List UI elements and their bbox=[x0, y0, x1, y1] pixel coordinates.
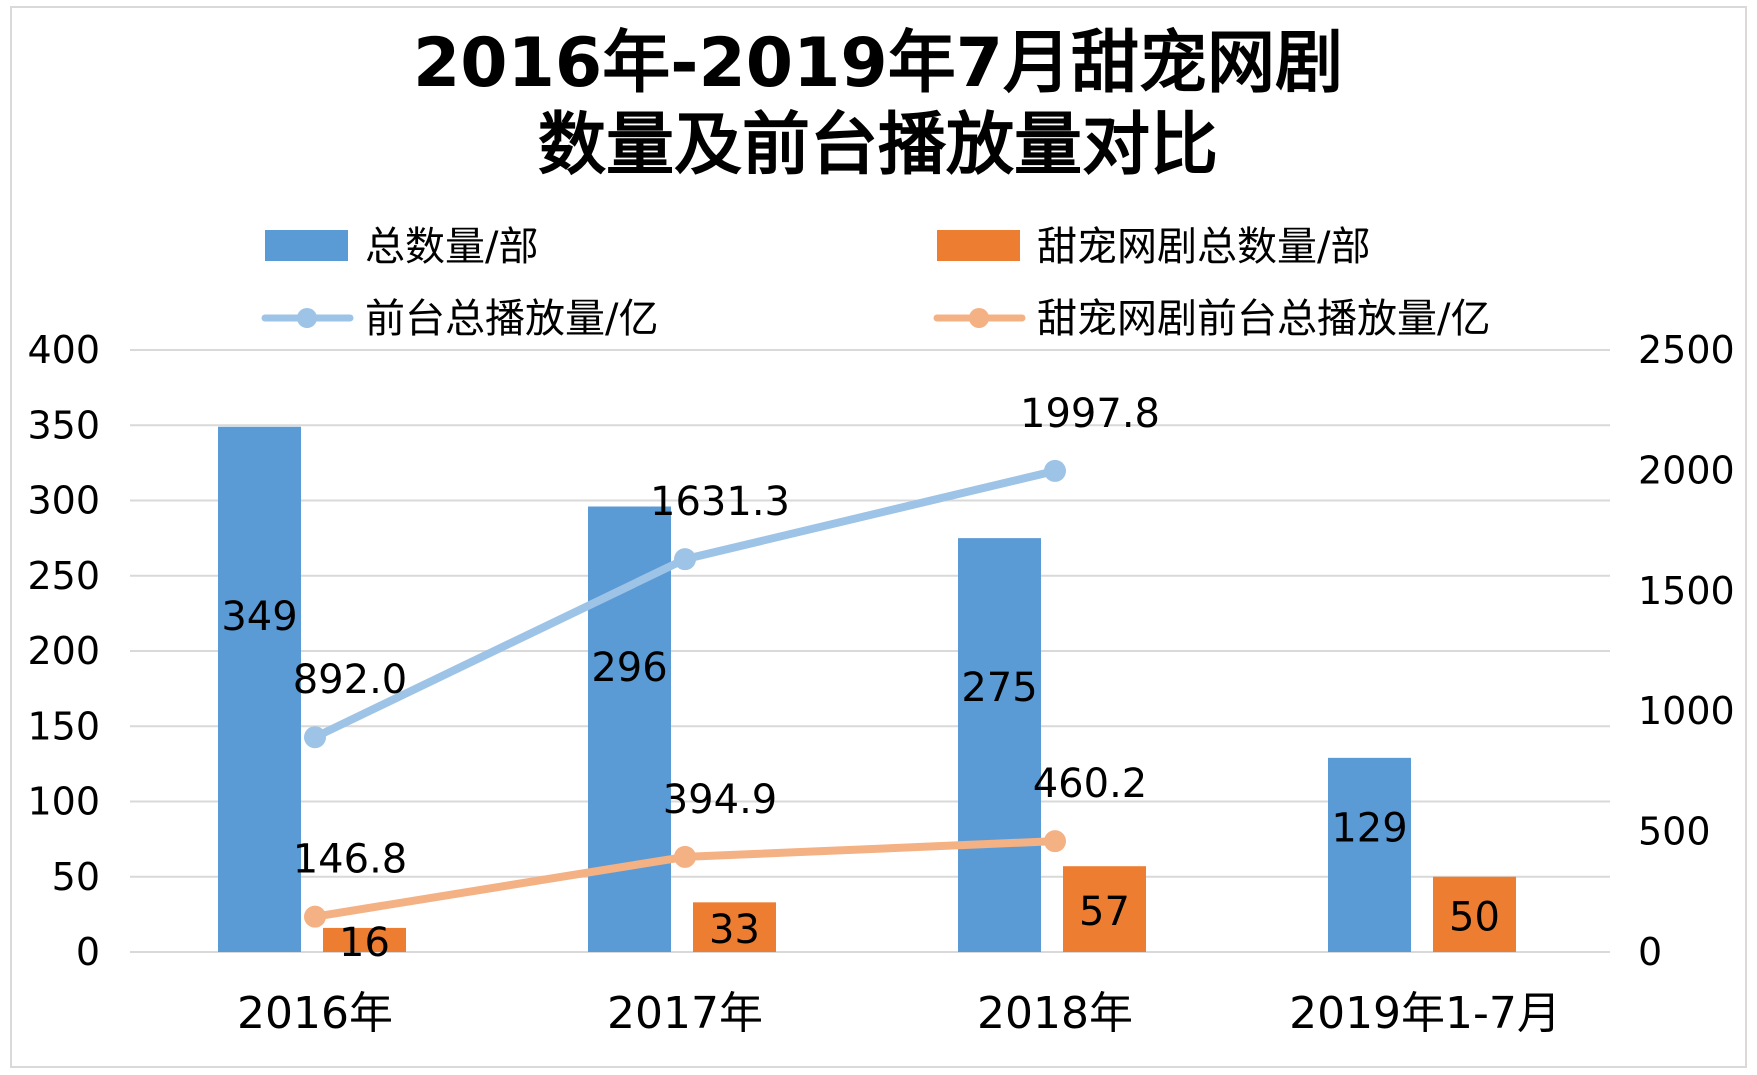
point-sweet-plays bbox=[1044, 830, 1066, 853]
right-tick-label: 500 bbox=[1638, 810, 1711, 854]
right-tick-label: 1000 bbox=[1638, 689, 1735, 733]
chart-title: 2016年-2019年7月甜宠网剧 bbox=[413, 24, 1343, 103]
data-label-total-plays: 1631.3 bbox=[650, 479, 790, 525]
right-tick-label: 0 bbox=[1638, 930, 1662, 974]
gridlines bbox=[130, 349, 1610, 953]
bar-total-count bbox=[958, 538, 1041, 952]
data-label-total-plays: 892.0 bbox=[293, 657, 408, 703]
bar-sweet-count bbox=[693, 902, 776, 952]
legend-label-total-plays: 前台总播放量/亿 bbox=[365, 296, 658, 342]
left-tick-label: 250 bbox=[27, 554, 100, 598]
bar-sweet-count bbox=[1063, 866, 1146, 952]
data-label-sweet-count: 33 bbox=[709, 907, 760, 953]
bar-total-count bbox=[218, 426, 301, 952]
category-axis: 2016年 2017年 2018年 2019年1-7月 bbox=[237, 988, 1561, 1039]
legend-label-total-count: 总数量/部 bbox=[365, 224, 538, 270]
left-axis-ticks: 0 50 100 150 200 250 300 350 400 bbox=[27, 328, 100, 974]
data-label-total-plays: 1997.8 bbox=[1020, 391, 1160, 437]
data-label-sweet-plays: 146.8 bbox=[293, 837, 408, 883]
right-tick-label: 2500 bbox=[1638, 328, 1735, 372]
data-label-sweet-count: 16 bbox=[339, 920, 390, 966]
lines bbox=[304, 459, 1066, 928]
point-total-plays bbox=[1044, 459, 1066, 482]
left-tick-label: 300 bbox=[27, 479, 100, 523]
category-label: 2018年 bbox=[977, 988, 1133, 1039]
left-tick-label: 400 bbox=[27, 328, 100, 372]
point-sweet-plays bbox=[304, 905, 326, 928]
data-label-sweet-count: 50 bbox=[1449, 894, 1500, 940]
point-sweet-plays bbox=[674, 845, 696, 868]
left-tick-label: 150 bbox=[27, 704, 100, 748]
data-label-total-count: 275 bbox=[961, 665, 1037, 711]
category-label: 2019年1-7月 bbox=[1289, 988, 1561, 1039]
data-label-total-count: 129 bbox=[1331, 806, 1407, 852]
chart-subtitle: 数量及前台播放量对比 bbox=[538, 106, 1218, 185]
legend-label-sweet-count: 甜宠网剧总数量/部 bbox=[1037, 224, 1370, 270]
data-label-sweet-plays: 460.2 bbox=[1033, 761, 1148, 807]
right-axis-ticks: 0 500 1000 1500 2000 2500 bbox=[1638, 328, 1735, 974]
bar-total-count bbox=[1328, 757, 1411, 952]
left-tick-label: 50 bbox=[52, 855, 100, 899]
right-tick-label: 2000 bbox=[1638, 448, 1735, 492]
point-total-plays bbox=[304, 726, 326, 749]
category-label: 2017年 bbox=[607, 988, 763, 1039]
legend-swatch-total-count bbox=[265, 230, 348, 261]
data-label-total-count: 296 bbox=[591, 645, 667, 691]
right-tick-label: 1500 bbox=[1638, 569, 1735, 613]
left-tick-label: 350 bbox=[27, 403, 100, 447]
data-label-sweet-count: 57 bbox=[1079, 889, 1130, 935]
bar-total-count bbox=[588, 506, 671, 952]
data-labels: 349 296 275 129 16 33 57 50 892.0 1631.3 1997.8 146… bbox=[221, 391, 1500, 966]
legend-swatch-sweet-count bbox=[937, 230, 1020, 261]
legend-label-sweet-plays: 甜宠网剧前台总播放量/亿 bbox=[1037, 296, 1490, 342]
data-label-sweet-plays: 394.9 bbox=[663, 777, 778, 823]
data-label-total-count: 349 bbox=[221, 594, 297, 640]
point-total-plays bbox=[674, 548, 696, 571]
chart-titles: 2016年-2019年7月甜宠网剧 数量及前台播放量对比 bbox=[413, 24, 1343, 185]
bar-sweet-count bbox=[323, 927, 406, 952]
legend-marker-total-plays bbox=[297, 308, 317, 328]
left-tick-label: 0 bbox=[76, 930, 100, 974]
left-tick-label: 100 bbox=[27, 780, 100, 824]
legend-marker-sweet-plays bbox=[969, 308, 989, 328]
bars bbox=[218, 426, 1516, 952]
bar-sweet-count bbox=[1433, 876, 1516, 952]
category-label: 2016年 bbox=[237, 988, 393, 1039]
legend: 总数量/部 甜宠网剧总数量/部 前台总播放量/亿 甜宠网剧前台总播放量/亿 bbox=[261, 224, 1490, 342]
left-tick-label: 200 bbox=[27, 629, 100, 673]
